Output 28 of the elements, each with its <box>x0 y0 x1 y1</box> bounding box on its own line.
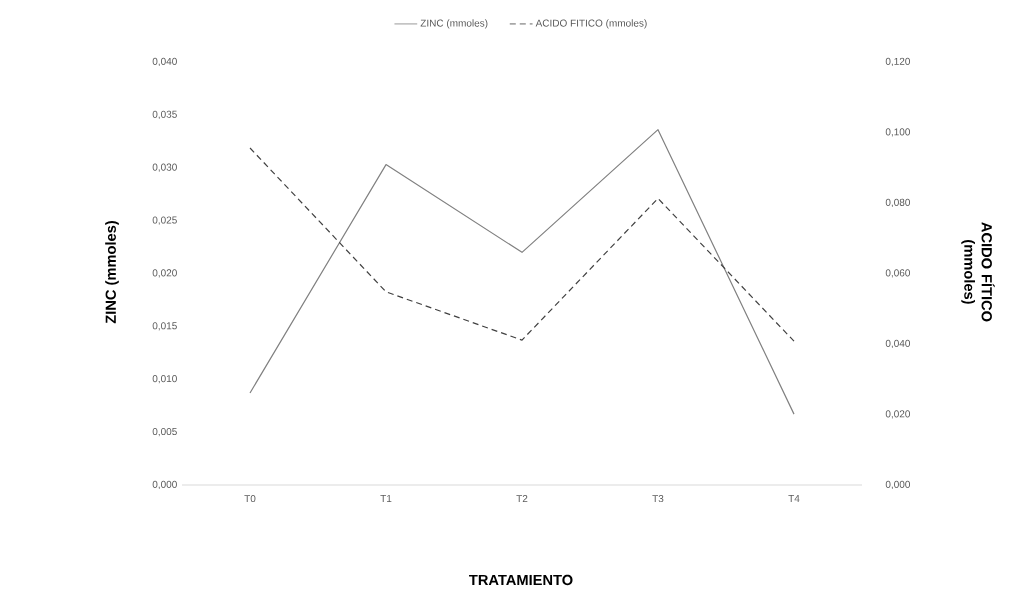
y-tick-label: 0,020 <box>152 269 177 278</box>
y-tick-label: 0,000 <box>152 480 177 490</box>
y-tick-label: 0,040 <box>152 57 177 67</box>
y2-tick-label: 0,060 <box>885 269 910 278</box>
legend-label: ZINC (mmoles) <box>420 19 488 29</box>
line-series <box>249 147 795 342</box>
x-axis-title: TRATAMIENTO <box>469 574 573 586</box>
line-series <box>249 129 795 415</box>
y-axis-title: ZINC (mmoles) <box>105 220 119 324</box>
x-tick-label: T2 <box>516 495 528 503</box>
y2-tick-label: 0,000 <box>885 480 910 490</box>
y-tick-label: 0,005 <box>152 427 177 437</box>
legend-label: ACIDO FITICO (mmoles) <box>535 19 647 29</box>
x-tick-label: T4 <box>788 495 800 502</box>
y-tick-label: 0,030 <box>152 163 177 172</box>
y-tick-label: 0,035 <box>152 110 177 119</box>
x-tick-label: T1 <box>380 495 392 502</box>
y-tick-label: 0,010 <box>152 375 177 384</box>
y-tick-label: 0,015 <box>152 322 177 331</box>
y2-tick-label: 0,080 <box>885 198 910 208</box>
y-tick-label: 0,025 <box>152 216 177 225</box>
y2-tick-label: 0,120 <box>885 57 910 67</box>
x-tick-label: T3 <box>652 495 664 503</box>
y2-tick-label: 0,020 <box>885 410 910 419</box>
y2-tick-label: 0,100 <box>885 128 910 137</box>
x-tick-label: T0 <box>244 495 256 503</box>
y2-axis-title: ACIDO FÍTICO (mmoles) <box>961 222 995 322</box>
y2-tick-label: 0,040 <box>885 339 910 349</box>
